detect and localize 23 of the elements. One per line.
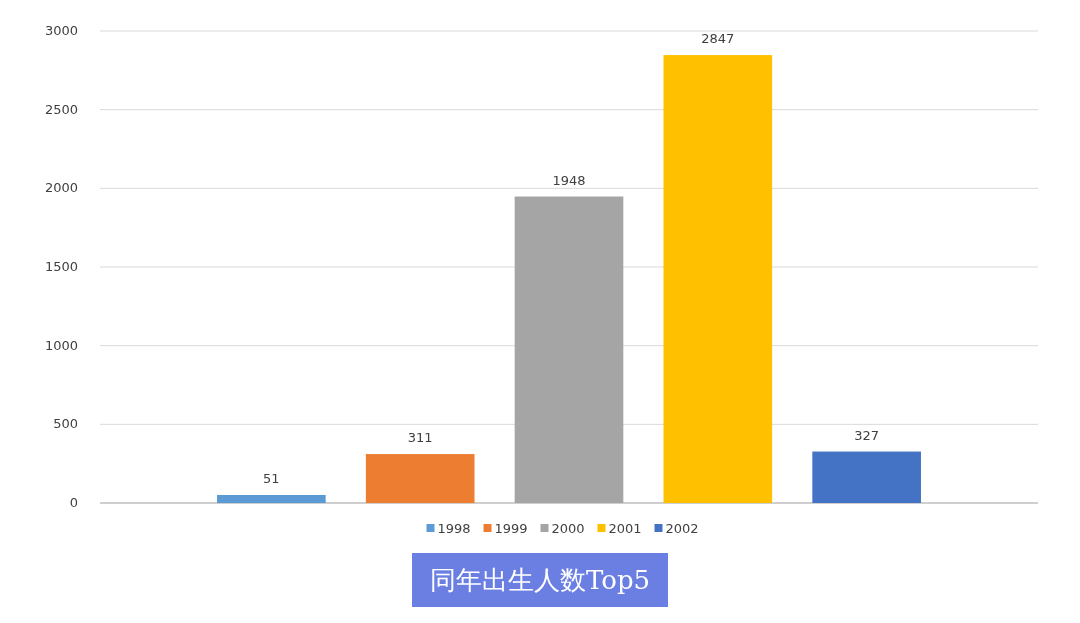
legend-label: 1998	[437, 521, 471, 536]
y-tick-label: 3000	[44, 23, 78, 38]
y-tick-label: 500	[53, 416, 78, 432]
data-label: 1948	[552, 172, 586, 188]
legend-label: 2001	[608, 521, 642, 536]
y-tick-label: 1000	[44, 337, 78, 353]
y-tick-label: 2500	[44, 101, 78, 117]
legend-label: 2000	[551, 521, 585, 536]
text: 同年出生人数Top5	[429, 565, 651, 595]
legend-label: 1999	[494, 521, 528, 536]
y-tick-label: 0	[69, 495, 78, 510]
data-label: 51	[263, 470, 280, 486]
bar	[217, 494, 326, 503]
y-tick-label: 2000	[44, 180, 78, 196]
bar	[514, 196, 624, 503]
bar	[812, 451, 921, 503]
y-tick-label: 1500	[44, 259, 78, 274]
bar	[663, 55, 773, 503]
data-label: 327	[854, 427, 880, 443]
bar	[365, 454, 475, 503]
data-label: 311	[407, 430, 433, 446]
data-label: 2847	[701, 31, 735, 47]
legend-label: 2002	[665, 521, 699, 536]
